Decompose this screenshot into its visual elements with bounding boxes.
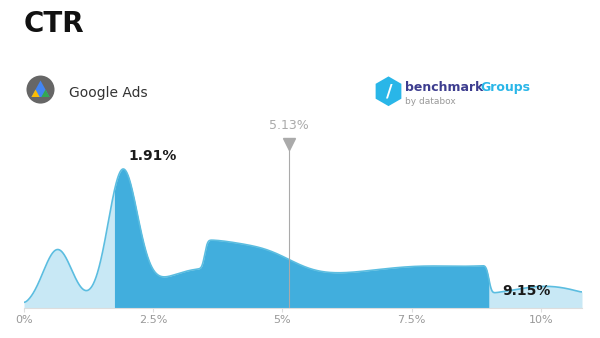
Text: 5.13%: 5.13% — [269, 119, 309, 132]
Circle shape — [26, 76, 55, 103]
Polygon shape — [31, 80, 50, 97]
Text: Google Ads: Google Ads — [69, 86, 148, 100]
Polygon shape — [376, 76, 401, 106]
Text: /: / — [386, 82, 392, 100]
Polygon shape — [31, 90, 40, 97]
Text: by databox: by databox — [405, 97, 456, 106]
Polygon shape — [41, 90, 50, 97]
Text: 1.91%: 1.91% — [129, 149, 177, 163]
Text: CTR: CTR — [24, 10, 85, 38]
Text: Groups: Groups — [480, 81, 530, 94]
Text: 9.15%: 9.15% — [502, 284, 550, 298]
Text: benchmark: benchmark — [405, 81, 484, 94]
